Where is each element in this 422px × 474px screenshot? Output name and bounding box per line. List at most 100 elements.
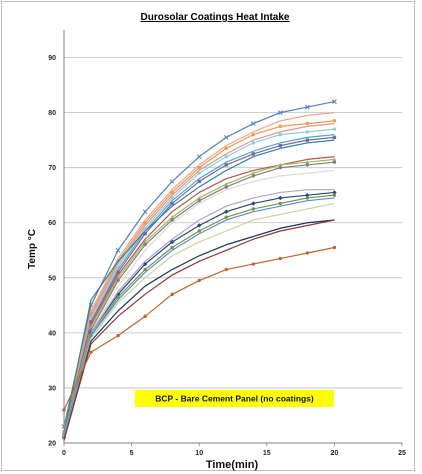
data-point — [116, 333, 120, 338]
series-line — [63, 219, 335, 441]
data-point — [278, 143, 283, 148]
series-line — [63, 100, 335, 427]
data-point — [197, 199, 201, 203]
annotation-background — [135, 390, 334, 407]
data-point — [278, 162, 283, 167]
y-tick-label: 30 — [48, 385, 56, 392]
data-point — [143, 239, 148, 244]
data-point — [197, 179, 201, 184]
series-9 — [63, 156, 335, 435]
series-6 — [63, 134, 335, 435]
x-tick-label: 5 — [130, 450, 134, 457]
data-point — [170, 201, 174, 206]
data-point — [224, 181, 229, 186]
data-point — [251, 152, 255, 156]
axes: 20 30 40 50 60 70 80 90 0 5 10 15 20 25 — [48, 30, 406, 457]
data-point — [278, 195, 283, 201]
series-16 — [63, 197, 335, 438]
series-line — [63, 189, 335, 438]
series-19 — [63, 219, 335, 441]
data-point — [332, 245, 337, 250]
data-point — [224, 154, 228, 159]
data-point — [143, 243, 147, 247]
data-point — [305, 104, 310, 110]
data-point — [169, 179, 175, 184]
data-point — [305, 138, 310, 142]
data-point — [170, 245, 174, 250]
y-tick-label: 80 — [48, 110, 56, 117]
series-line — [63, 139, 335, 433]
data-point — [251, 201, 256, 206]
y-tick-label: 40 — [48, 330, 56, 337]
data-point — [143, 226, 147, 230]
data-point — [143, 232, 147, 236]
data-point — [305, 159, 310, 164]
data-point — [224, 163, 228, 167]
data-point — [305, 130, 310, 134]
data-point — [115, 247, 121, 253]
data-point — [196, 154, 202, 160]
series-2 — [63, 112, 335, 430]
data-point — [305, 193, 310, 198]
data-point — [143, 221, 147, 225]
data-point — [278, 132, 283, 137]
data-point — [251, 141, 255, 145]
data-point — [305, 163, 310, 167]
data-point — [332, 99, 337, 104]
data-point — [143, 314, 147, 319]
data-point — [224, 209, 229, 214]
x-tick-label: 20 — [331, 450, 339, 457]
series-4 — [63, 123, 335, 433]
data-point — [278, 201, 283, 206]
y-tick-label: 20 — [48, 441, 56, 448]
x-tick-label: 0 — [62, 450, 66, 457]
x-tick-label: 15 — [263, 450, 271, 457]
data-point — [197, 278, 201, 283]
series-11 — [62, 160, 337, 440]
data-point — [278, 165, 283, 170]
series-line — [63, 246, 335, 411]
series-group — [61, 99, 337, 441]
x-tick-label: 25 — [398, 450, 406, 457]
series-line — [63, 123, 335, 433]
gridlines — [64, 57, 402, 389]
series-8 — [63, 139, 335, 433]
data-point — [250, 121, 256, 126]
data-point — [224, 146, 228, 151]
series-10 — [62, 157, 337, 437]
data-point — [197, 165, 201, 170]
annotation-box: BCP - Bare Cement Panel (no coatings) — [135, 390, 334, 407]
data-point — [223, 135, 229, 140]
data-point — [251, 207, 255, 211]
data-point — [251, 174, 255, 178]
series-15 — [62, 193, 337, 440]
chart-title: Durosolar Coatings Heat Intake — [141, 12, 290, 23]
annotation-text: BCP - Bare Cement Panel (no coatings) — [155, 394, 314, 404]
series-13 — [61, 190, 337, 440]
data-point — [278, 124, 283, 129]
y-axis-label: Temp °C — [27, 229, 38, 269]
data-point — [197, 223, 202, 228]
data-point — [89, 320, 93, 324]
data-point — [62, 408, 66, 412]
data-point — [197, 229, 201, 233]
data-point — [305, 251, 310, 255]
data-point — [332, 193, 337, 197]
data-point — [332, 127, 337, 131]
series-line — [63, 134, 335, 435]
data-point — [224, 185, 228, 189]
data-point — [116, 278, 120, 283]
data-point — [332, 119, 337, 123]
series-12 — [63, 169, 335, 438]
data-point — [170, 292, 174, 297]
data-point — [142, 209, 148, 215]
data-point — [278, 256, 283, 261]
data-point — [305, 196, 310, 200]
y-tick-label: 90 — [48, 55, 56, 62]
series-line — [63, 219, 335, 441]
data-point — [332, 190, 337, 195]
data-point — [170, 190, 174, 195]
series-line — [63, 202, 335, 441]
data-point — [170, 218, 174, 222]
